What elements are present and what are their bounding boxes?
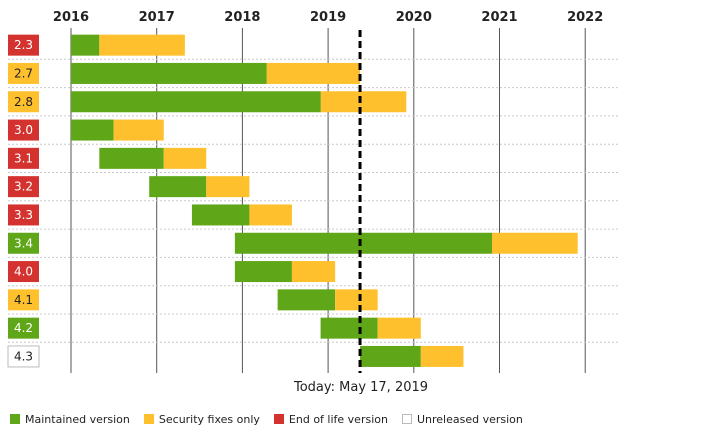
version-badge: [8, 147, 39, 169]
version-row: 2.7: [8, 62, 620, 89]
legend-item: Unreleased version: [401, 412, 523, 426]
release-timeline-chart: 2016 2017 2018 2019 2020 2021 2022 2.3 2.7 2.8 3.…: [7, 10, 620, 395]
security-bar: [249, 204, 292, 226]
year-label: 2017: [139, 10, 175, 25]
year-label: 2016: [53, 10, 89, 25]
version-label: 4.2: [14, 321, 33, 335]
legend-label: End of life version: [288, 412, 388, 426]
maintained-bar: [71, 34, 100, 56]
legend-label: Security fixes only: [158, 412, 260, 426]
version-label: 4.1: [14, 293, 33, 307]
legend-swatch: [10, 414, 20, 424]
version-row: 2.3: [8, 34, 620, 60]
year-label: 2020: [396, 10, 432, 25]
year-label: 2018: [224, 10, 260, 25]
maintained-bar: [277, 289, 336, 311]
version-badge: [8, 119, 39, 141]
version-badge: [8, 34, 39, 56]
legend-item: Maintained version: [10, 413, 130, 426]
version-badge: [8, 204, 39, 226]
version-row: 4.0: [8, 261, 620, 287]
year-label: 2021: [481, 10, 517, 25]
maintained-bar: [149, 176, 207, 198]
security-bar: [99, 34, 185, 56]
security-bar: [163, 147, 207, 169]
version-label: 4.3: [14, 349, 33, 363]
legend: Maintained version Security fixes only End…: [10, 411, 537, 427]
security-bar: [335, 289, 378, 311]
security-bar: [420, 345, 464, 367]
maintained-bar: [71, 119, 114, 141]
security-bar: [206, 176, 250, 198]
legend-swatch: [143, 414, 154, 424]
version-rows: 2.3 2.7 2.8 3.0 3.1 3.2 3.3 3.4 4.0 4.1 4.2 4.3: [7, 34, 620, 368]
version-badge: [8, 176, 39, 198]
security-bar: [291, 261, 336, 283]
version-row: 3.1: [8, 147, 620, 173]
version-row: 2.8: [8, 91, 620, 117]
legend-item: End of life version: [273, 412, 388, 426]
version-row: 3.3: [8, 204, 620, 230]
maintained-bar: [234, 232, 493, 254]
legend-label: Unreleased version: [416, 412, 523, 426]
legend-swatch: [401, 414, 412, 424]
version-label: 2.3: [14, 38, 33, 52]
version-badge: [8, 232, 39, 254]
version-label: 4.0: [14, 265, 33, 279]
maintained-bar: [71, 91, 321, 113]
version-row: 3.2: [8, 176, 620, 202]
security-bar: [320, 91, 407, 113]
maintained-bar: [320, 317, 378, 339]
version-row: 3.0: [8, 119, 620, 145]
year-label: 2022: [567, 10, 603, 25]
version-row: 4.3: [7, 345, 464, 368]
security-bar: [113, 119, 164, 141]
security-bar: [492, 232, 578, 254]
maintained-bar: [99, 147, 164, 169]
version-label: 3.1: [14, 151, 33, 165]
maintained-bar: [191, 204, 250, 226]
year-axis: 2016 2017 2018 2019 2020 2021 2022: [53, 10, 603, 25]
maintained-bar: [234, 261, 292, 283]
version-label: 3.0: [14, 123, 33, 137]
version-label: 3.2: [14, 180, 33, 194]
version-label: 3.3: [14, 208, 33, 222]
version-label: 3.4: [14, 236, 33, 250]
version-row: 4.1: [8, 289, 620, 315]
legend-label: Maintained version: [25, 412, 130, 426]
year-label: 2019: [310, 10, 346, 25]
version-badge: [8, 317, 39, 339]
legend-item: Security fixes only: [143, 412, 260, 426]
legend-swatch: [273, 414, 284, 424]
version-label: 2.8: [14, 95, 33, 109]
version-badge: [8, 62, 39, 84]
maintained-bar: [360, 345, 421, 367]
version-badge: [8, 289, 39, 311]
version-row: 4.2: [8, 317, 620, 343]
security-bar: [377, 317, 421, 339]
version-row: 3.4: [8, 232, 620, 258]
version-badge: [8, 91, 39, 113]
security-bar: [266, 62, 361, 84]
maintained-bar: [71, 62, 267, 84]
version-label: 2.7: [14, 66, 33, 80]
version-badge: [8, 261, 39, 283]
today-label: Today: May 17, 2019: [293, 380, 428, 395]
version-badge: [7, 345, 40, 368]
